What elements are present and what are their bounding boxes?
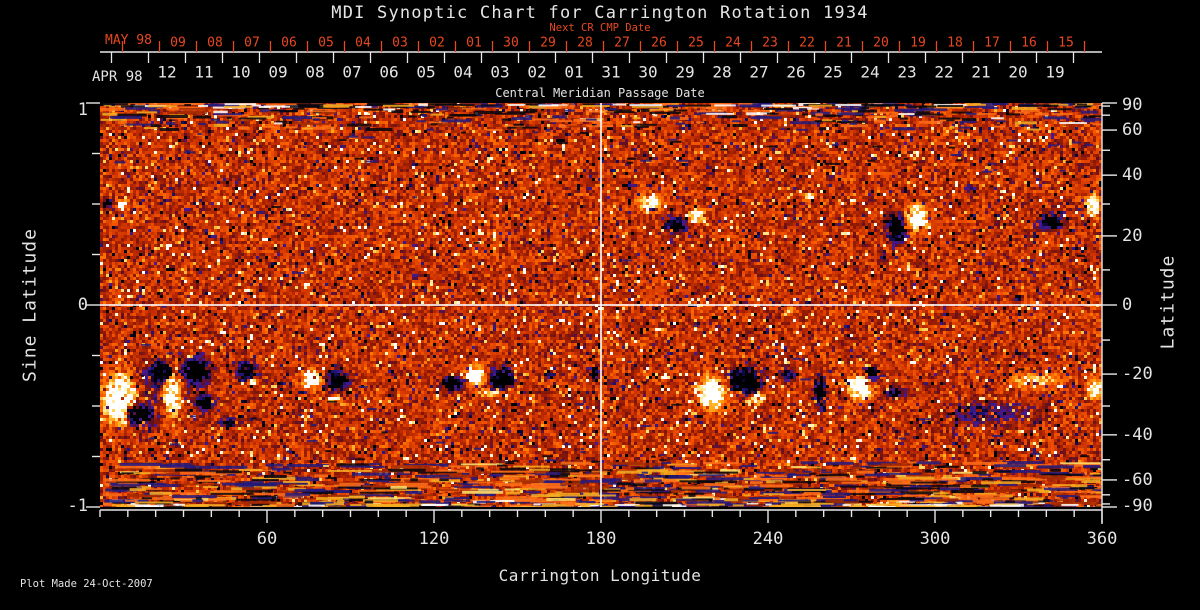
date-tick-label-next-cr: 06 bbox=[281, 35, 297, 51]
longitude-tick-label: 300 bbox=[919, 529, 951, 549]
next-cr-cmp-date-label: Next CR CMP Date bbox=[549, 22, 651, 34]
date-tick-label-next-cr: 21 bbox=[836, 35, 852, 51]
magnetogram-heatmap bbox=[100, 103, 1102, 507]
date-tick-label-next-cr: 08 bbox=[207, 35, 223, 51]
longitude-tick-label: 240 bbox=[752, 529, 784, 549]
date-tick-label-next-cr: 04 bbox=[355, 35, 371, 51]
date-tick-label-next-cr: 03 bbox=[392, 35, 408, 51]
latitude-tick-label: -90 bbox=[1122, 496, 1153, 516]
date-tick-label-cmp: 04 bbox=[453, 62, 473, 82]
next-cr-month-label: MAY 98 bbox=[105, 33, 152, 48]
date-tick-label-next-cr: 18 bbox=[947, 35, 963, 51]
date-tick-label-next-cr: 29 bbox=[540, 35, 556, 51]
date-tick-label-cmp: 21 bbox=[971, 62, 991, 82]
date-tick-label-cmp: 26 bbox=[786, 62, 806, 82]
latitude-tick-label: -60 bbox=[1122, 469, 1153, 490]
date-tick-label-cmp: 25 bbox=[823, 62, 843, 82]
sine-latitude-tick-label: 0 bbox=[77, 295, 88, 315]
sine-latitude-tick-label: -1 bbox=[67, 496, 88, 516]
latitude-tick-label: -20 bbox=[1122, 364, 1153, 385]
latitude-axis-title: Latitude bbox=[1157, 254, 1179, 350]
date-tick-label-next-cr: 16 bbox=[1021, 35, 1037, 51]
date-tick-label-next-cr: 07 bbox=[244, 35, 260, 51]
carrington-longitude-axis-title: Carrington Longitude bbox=[498, 566, 702, 585]
latitude-tick-label: 0 bbox=[1122, 295, 1133, 315]
date-tick-label-next-cr: 05 bbox=[318, 35, 334, 51]
date-tick-label-cmp: 03 bbox=[490, 62, 510, 82]
date-tick-label-next-cr: 30 bbox=[503, 35, 519, 51]
latitude-tick-label: 40 bbox=[1122, 165, 1143, 186]
date-tick-label-cmp: 27 bbox=[749, 62, 769, 82]
sine-latitude-axis-title: Sine Latitude bbox=[19, 228, 41, 382]
date-tick-label-cmp: 29 bbox=[675, 62, 695, 82]
latitude-tick-label: 90 bbox=[1122, 95, 1143, 115]
latitude-tick-label: -40 bbox=[1122, 424, 1153, 445]
date-tick-label-next-cr: 26 bbox=[651, 35, 667, 51]
chart-title: MDI Synoptic Chart for Carrington Rotati… bbox=[331, 3, 869, 23]
date-tick-label-cmp: 02 bbox=[527, 62, 547, 82]
date-tick-label-cmp: 23 bbox=[897, 62, 917, 82]
date-tick-label-next-cr: 23 bbox=[762, 35, 778, 51]
date-tick-label-next-cr: 25 bbox=[688, 35, 704, 51]
date-tick-label-next-cr: 22 bbox=[799, 35, 815, 51]
cmp-axis-title: Central Meridian Passage Date bbox=[495, 86, 705, 100]
latitude-tick-label: 20 bbox=[1122, 225, 1143, 246]
date-tick-label-cmp: 30 bbox=[638, 62, 658, 82]
date-tick-label-cmp: 24 bbox=[860, 62, 880, 82]
date-tick-label-next-cr: 28 bbox=[577, 35, 593, 51]
date-tick-label-next-cr: 24 bbox=[725, 35, 741, 51]
date-tick-label-next-cr: 15 bbox=[1058, 35, 1074, 51]
date-tick-label-cmp: 07 bbox=[342, 62, 362, 82]
date-tick-label-cmp: 11 bbox=[194, 62, 214, 82]
date-tick-label-cmp: 12 bbox=[157, 62, 177, 82]
date-tick-label-cmp: 19 bbox=[1045, 62, 1065, 82]
date-tick-label-cmp: 05 bbox=[416, 62, 436, 82]
date-tick-label-cmp: 31 bbox=[601, 62, 621, 82]
date-tick-label-next-cr: 09 bbox=[170, 35, 186, 51]
sine-latitude-tick-label: 1 bbox=[77, 100, 88, 120]
date-tick-label-cmp: 06 bbox=[379, 62, 399, 82]
date-tick-label-cmp: 09 bbox=[268, 62, 288, 82]
date-tick-label-next-cr: 17 bbox=[984, 35, 1000, 51]
date-tick-label-next-cr: 27 bbox=[614, 35, 630, 51]
date-tick-label-cmp: 10 bbox=[231, 62, 251, 82]
cmp-month-label: APR 98 bbox=[92, 69, 143, 85]
date-tick-label-next-cr: 01 bbox=[466, 35, 482, 51]
longitude-tick-label: 360 bbox=[1086, 529, 1118, 549]
date-tick-label-next-cr: 19 bbox=[910, 35, 926, 51]
longitude-tick-label: 120 bbox=[418, 529, 450, 549]
longitude-tick-label: 180 bbox=[585, 529, 617, 549]
date-tick-label-cmp: 22 bbox=[934, 62, 954, 82]
date-tick-label-next-cr: 20 bbox=[873, 35, 889, 51]
date-tick-label-cmp: 01 bbox=[564, 62, 584, 82]
longitude-tick-label: 60 bbox=[256, 529, 278, 549]
date-tick-label-cmp: 20 bbox=[1008, 62, 1028, 82]
plot-made-timestamp: Plot Made 24-Oct-2007 bbox=[20, 578, 153, 590]
date-tick-label-next-cr: 02 bbox=[429, 35, 445, 51]
latitude-tick-label: 60 bbox=[1122, 120, 1143, 141]
date-tick-label-cmp: 28 bbox=[712, 62, 732, 82]
date-tick-label-cmp: 08 bbox=[305, 62, 325, 82]
